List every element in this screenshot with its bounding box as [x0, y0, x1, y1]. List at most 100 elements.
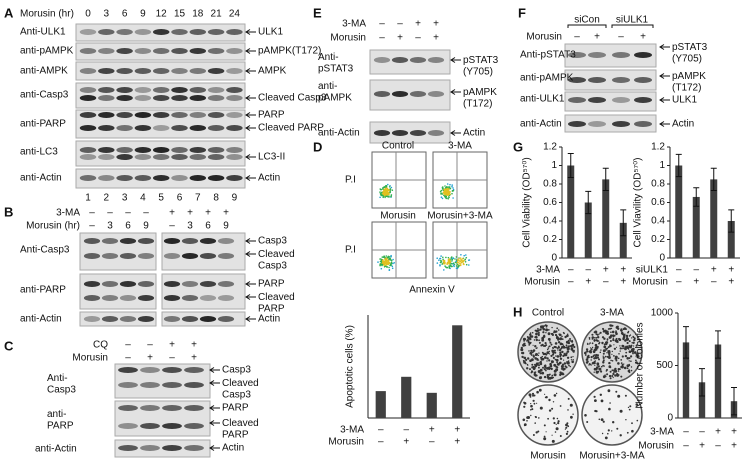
arrow — [209, 445, 220, 451]
colony — [555, 392, 558, 395]
bar — [452, 325, 463, 418]
band — [184, 423, 204, 429]
colony — [568, 364, 570, 367]
colony — [535, 416, 537, 419]
band — [118, 382, 138, 388]
band — [588, 121, 606, 127]
colony — [605, 370, 608, 372]
flow-event — [382, 194, 384, 197]
flow-event — [386, 187, 389, 190]
colony — [567, 397, 570, 400]
colony — [600, 365, 603, 368]
colony — [596, 354, 600, 357]
colony — [544, 366, 547, 369]
condition-sign: + — [191, 340, 197, 351]
colony — [629, 405, 632, 408]
flow-event — [388, 258, 390, 261]
colony — [615, 357, 618, 360]
colony — [536, 390, 539, 394]
colony — [589, 363, 591, 366]
condition-sign: + — [620, 277, 626, 288]
flow-event — [389, 258, 392, 261]
colony — [531, 363, 534, 366]
colony — [631, 342, 633, 344]
flow-event — [451, 184, 454, 186]
colony — [624, 347, 627, 351]
band — [171, 175, 188, 181]
colony — [530, 409, 532, 411]
bar — [401, 376, 412, 418]
target-label: Casp3 — [258, 236, 287, 247]
colony — [552, 347, 554, 350]
colony — [530, 332, 532, 334]
arrow — [209, 367, 220, 373]
flow-event — [468, 264, 470, 266]
antibody-label: Anti-Casp3 — [20, 245, 70, 256]
colony — [586, 343, 589, 345]
colony — [558, 362, 561, 364]
bar — [682, 342, 690, 418]
colony — [631, 422, 633, 425]
condition-sign: + — [585, 277, 591, 288]
colony — [611, 350, 613, 353]
error-bar — [693, 187, 700, 207]
lane-number: 4 — [140, 193, 146, 204]
flow-event — [441, 188, 444, 190]
colony — [611, 353, 613, 355]
colony — [535, 329, 539, 333]
colony — [624, 354, 628, 358]
colony — [598, 418, 601, 421]
band — [116, 48, 133, 54]
condition-sign: – — [397, 19, 403, 30]
target-label: PARP — [222, 403, 249, 414]
group-label: siULK1 — [616, 15, 649, 26]
band — [140, 405, 160, 411]
colony — [629, 345, 632, 349]
target-label: pSTAT3 (Y705) — [463, 55, 499, 78]
colony — [532, 349, 536, 352]
colony — [625, 419, 627, 421]
antibody-label: anti-Actin — [20, 314, 62, 325]
band — [181, 238, 199, 244]
target-label: ULK1 — [258, 27, 283, 38]
band — [207, 125, 225, 131]
colony — [565, 423, 568, 427]
flow-event — [388, 195, 390, 197]
colony — [523, 424, 526, 427]
y-tick-label: 0.2 — [651, 234, 665, 245]
flow-event — [442, 259, 445, 262]
band — [101, 253, 119, 259]
colony — [552, 417, 555, 420]
colony — [543, 437, 547, 441]
condition-sign: + — [169, 340, 175, 351]
flow-event — [383, 255, 385, 257]
band — [98, 95, 115, 101]
condition-sign: – — [125, 208, 131, 219]
band — [181, 316, 199, 322]
colony — [603, 345, 607, 349]
flow-event — [390, 186, 393, 189]
band — [634, 77, 652, 83]
colony — [572, 413, 574, 415]
band — [199, 295, 217, 301]
colony — [536, 359, 539, 361]
band — [152, 154, 170, 160]
colony — [543, 424, 546, 427]
flow-event — [442, 262, 445, 265]
band — [83, 253, 101, 259]
colony — [601, 336, 605, 339]
colony — [598, 341, 601, 344]
colony — [550, 360, 553, 363]
flow-event — [461, 259, 463, 262]
colony — [557, 341, 561, 344]
colony — [570, 344, 573, 348]
flow-event — [384, 260, 387, 262]
colony — [528, 350, 530, 352]
text-line: pSTAT3 — [672, 42, 708, 53]
colony — [556, 417, 559, 420]
flow-event — [451, 260, 453, 262]
flow-event — [384, 193, 387, 196]
colony — [591, 336, 595, 339]
colony — [540, 356, 543, 359]
target-label: pAMPK(T172) — [463, 87, 497, 110]
